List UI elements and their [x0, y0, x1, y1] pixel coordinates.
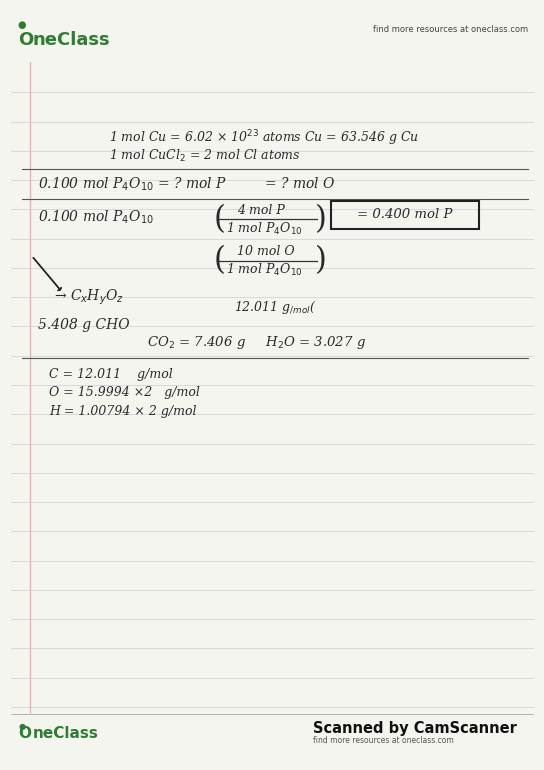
Text: 0.100 mol P$_4$O$_{10}$: 0.100 mol P$_4$O$_{10}$ — [38, 209, 154, 226]
Text: 1 mol P$_4$O$_{10}$: 1 mol P$_4$O$_{10}$ — [226, 221, 302, 236]
Text: 1 mol Cu = 6.02 × 10$^{23}$ atoms Cu = 63.546 g Cu: 1 mol Cu = 6.02 × 10$^{23}$ atoms Cu = 6… — [109, 129, 418, 149]
Text: 5.408 g CHO: 5.408 g CHO — [38, 318, 129, 332]
Text: Scanned by CamScanner: Scanned by CamScanner — [313, 721, 517, 736]
Text: 0.100 mol P$_4$O$_{10}$ = ? mol P         = ? mol O: 0.100 mol P$_4$O$_{10}$ = ? mol P = ? mo… — [38, 176, 336, 193]
Text: neClass: neClass — [33, 725, 98, 741]
Text: 4 mol P: 4 mol P — [237, 204, 285, 216]
Text: ●: ● — [17, 20, 26, 29]
Text: find more resources at oneclass.com: find more resources at oneclass.com — [313, 736, 454, 745]
Text: ): ) — [314, 246, 326, 276]
Text: (: ( — [213, 204, 225, 235]
Text: C = 12.011    g/mol: C = 12.011 g/mol — [49, 368, 172, 380]
Text: O: O — [18, 31, 34, 49]
Text: ): ) — [314, 204, 326, 235]
Text: O = 15.9994 ×2   g/mol: O = 15.9994 ×2 g/mol — [49, 387, 200, 399]
Text: = 0.400 mol P: = 0.400 mol P — [357, 209, 453, 221]
Text: 1 mol CuCl$_2$ = 2 mol Cl atoms: 1 mol CuCl$_2$ = 2 mol Cl atoms — [109, 148, 300, 163]
Text: H = 1.00794 × 2 g/mol: H = 1.00794 × 2 g/mol — [49, 405, 196, 417]
Text: 12.011 g$_{/mol}$(: 12.011 g$_{/mol}$( — [234, 300, 317, 316]
Text: CO$_2$ = 7.406 g     H$_2$O = 3.027 g: CO$_2$ = 7.406 g H$_2$O = 3.027 g — [147, 334, 366, 351]
Text: 10 mol O: 10 mol O — [237, 246, 294, 258]
Text: → C$_x$H$_y$O$_z$: → C$_x$H$_y$O$_z$ — [54, 287, 125, 307]
Text: 1 mol P$_4$O$_{10}$: 1 mol P$_4$O$_{10}$ — [226, 263, 302, 278]
Text: neClass: neClass — [33, 31, 110, 49]
Text: find more resources at oneclass.com: find more resources at oneclass.com — [373, 25, 528, 34]
Text: ●: ● — [18, 721, 26, 731]
Text: O: O — [18, 725, 32, 741]
Text: (: ( — [213, 246, 225, 276]
